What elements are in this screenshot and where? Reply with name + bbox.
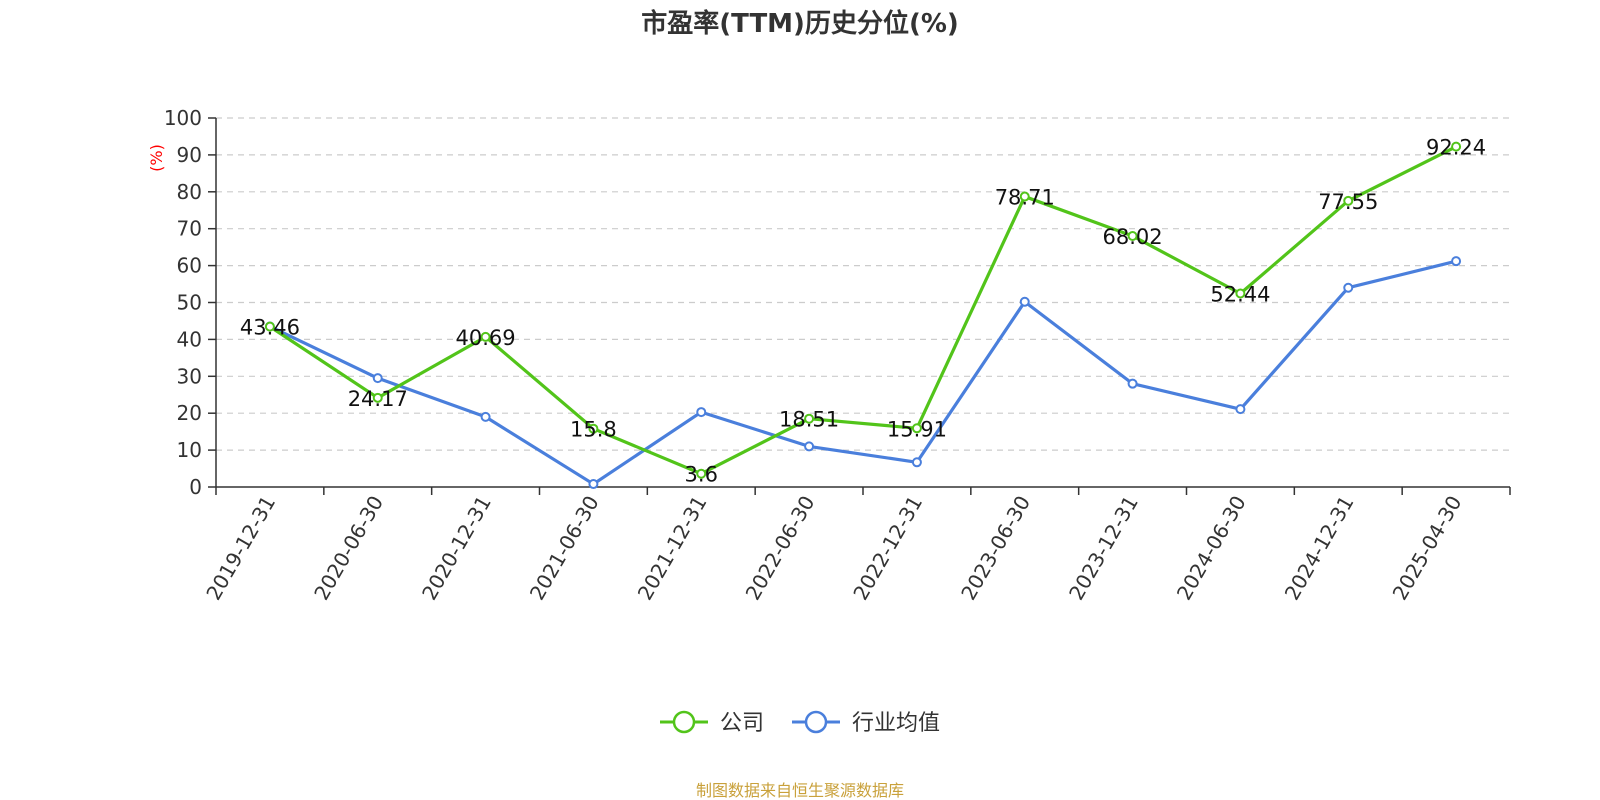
data-point[interactable] bbox=[1235, 404, 1246, 415]
x-tick-label: 2023-06-30 bbox=[956, 492, 1035, 605]
x-tick-label: 2019-12-31 bbox=[201, 492, 280, 605]
data-label: 52.44 bbox=[1210, 282, 1270, 306]
series-line bbox=[269, 259, 1457, 486]
data-point[interactable] bbox=[696, 468, 707, 479]
y-tick-label: 50 bbox=[177, 291, 202, 315]
legend-label: 行业均值 bbox=[852, 711, 940, 736]
data-point[interactable] bbox=[911, 457, 922, 468]
legend-item[interactable]: 公司 bbox=[660, 710, 764, 736]
data-label: 68.02 bbox=[1103, 225, 1163, 249]
source-note: 制图数据来自恒生聚源数据库 bbox=[696, 781, 904, 800]
x-tick-label: 2020-06-30 bbox=[309, 492, 388, 605]
data-label: 43.46 bbox=[240, 316, 300, 340]
y-tick-label: 40 bbox=[177, 327, 202, 351]
axes bbox=[208, 117, 1511, 495]
y-tick-label: 80 bbox=[177, 180, 202, 204]
x-tick-labels: 2019-12-31 2020-06-30 2020-12-31 2021-06-30… bbox=[201, 492, 1466, 605]
y-tick-label: 20 bbox=[177, 401, 202, 425]
data-point[interactable] bbox=[804, 413, 815, 424]
y-tick-label: 10 bbox=[177, 438, 202, 462]
data-point[interactable] bbox=[1235, 288, 1246, 299]
data-point[interactable] bbox=[1343, 282, 1354, 293]
series-lines bbox=[264, 141, 1462, 490]
x-tick-label: 2023-12-31 bbox=[1064, 492, 1143, 605]
data-label: 15.91 bbox=[887, 417, 947, 441]
x-tick-label: 2024-12-31 bbox=[1280, 492, 1359, 605]
data-point[interactable] bbox=[480, 331, 491, 342]
data-label: 18.51 bbox=[779, 408, 839, 432]
data-point[interactable] bbox=[696, 407, 707, 418]
data-point[interactable] bbox=[264, 321, 275, 332]
series-line bbox=[269, 145, 1457, 476]
data-point[interactable] bbox=[372, 392, 383, 403]
data-point[interactable] bbox=[1127, 231, 1138, 242]
y-tick-label: 90 bbox=[177, 143, 202, 167]
data-point[interactable] bbox=[372, 373, 383, 384]
data-point[interactable] bbox=[1019, 191, 1030, 202]
data-point[interactable] bbox=[1019, 296, 1030, 307]
chart-title: 市盈率(TTM)历史分位(%) bbox=[641, 8, 959, 39]
series-2 bbox=[264, 256, 1462, 490]
data-point[interactable] bbox=[588, 423, 599, 434]
x-tick-label: 2022-06-30 bbox=[741, 492, 820, 605]
data-point[interactable] bbox=[1343, 195, 1354, 206]
data-labels: 43.46 24.17 40.69 15.8 3.6 18.51 15.91 78.71 68.… bbox=[240, 136, 1486, 487]
y-tick-labels: 0 10 20 30 40 50 60 70 80 90 100 bbox=[164, 106, 202, 499]
data-label: 24.17 bbox=[348, 387, 408, 411]
data-label: 92.24 bbox=[1426, 136, 1486, 160]
data-label: 3.6 bbox=[685, 463, 718, 487]
data-label: 77.55 bbox=[1318, 190, 1378, 214]
x-tick-label: 2025-04-30 bbox=[1388, 492, 1467, 605]
legend-label: 公司 bbox=[720, 711, 764, 736]
y-tick-label: 70 bbox=[177, 217, 202, 241]
legend-item[interactable]: 行业均值 bbox=[792, 710, 940, 736]
x-tick-label: 2020-12-31 bbox=[417, 492, 496, 605]
legend-marker-icon bbox=[804, 710, 828, 734]
y-tick-label: 0 bbox=[189, 475, 202, 499]
data-point[interactable] bbox=[1451, 141, 1462, 152]
data-point[interactable] bbox=[588, 479, 599, 490]
x-tick-label: 2021-06-30 bbox=[525, 492, 604, 605]
y-tick-label: 100 bbox=[164, 106, 202, 130]
data-label: 40.69 bbox=[456, 326, 516, 350]
x-tick-label: 2022-12-31 bbox=[848, 492, 927, 605]
legend-marker-icon bbox=[672, 710, 696, 734]
data-label: 78.71 bbox=[995, 186, 1055, 210]
data-point[interactable] bbox=[804, 441, 815, 452]
data-label: 15.8 bbox=[570, 418, 617, 442]
x-tick-label: 2021-12-31 bbox=[633, 492, 712, 605]
legend[interactable]: 公司 行业均值 bbox=[660, 710, 940, 736]
data-point[interactable] bbox=[480, 411, 491, 422]
y-tick-label: 30 bbox=[177, 364, 202, 388]
x-tick-label: 2024-06-30 bbox=[1172, 492, 1251, 605]
y-tick-label: 60 bbox=[177, 254, 202, 278]
data-point[interactable] bbox=[1127, 378, 1138, 389]
series-1 bbox=[264, 141, 1462, 479]
data-point[interactable] bbox=[1451, 256, 1462, 267]
data-point[interactable] bbox=[911, 423, 922, 434]
y-axis-label: (%) bbox=[147, 144, 166, 172]
grid-lines bbox=[216, 117, 1510, 451]
